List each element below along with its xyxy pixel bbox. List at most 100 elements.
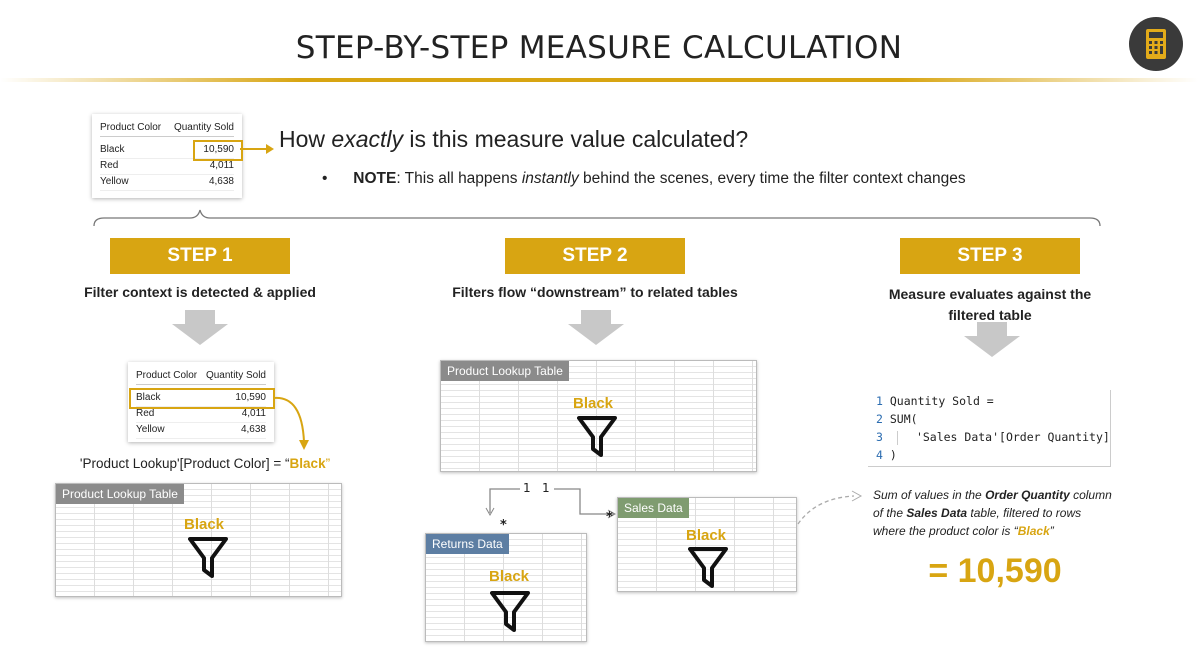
title: STEP-BY-STEP MEASURE CALCULATION bbox=[295, 30, 903, 66]
cell: Red bbox=[136, 408, 155, 419]
code-line: 4 ) bbox=[876, 448, 897, 462]
line-number: 4 bbox=[876, 448, 883, 462]
note: • NOTE: This all happens instantly behin… bbox=[322, 170, 966, 187]
row: Red 4,011 bbox=[100, 158, 234, 175]
filter-value: Black bbox=[289, 456, 326, 471]
code-text: 'Sales Data'[Order Quantity] bbox=[915, 430, 1110, 444]
code-line: 3 'Sales Data'[Order Quantity] bbox=[876, 430, 1110, 445]
arrow bbox=[240, 144, 274, 154]
text: ” bbox=[325, 456, 331, 471]
code-text: Quantity Sold = bbox=[889, 394, 994, 408]
column-header: Quantity Sold bbox=[205, 370, 266, 381]
column-header: Quantity Sold bbox=[173, 122, 234, 133]
filter-label: Black bbox=[686, 527, 727, 544]
intro-table: Product Color Quantity Sold Black 10,590 R… bbox=[92, 114, 242, 198]
cell: Yellow bbox=[136, 424, 165, 435]
title-rule bbox=[0, 78, 1198, 82]
result: = 10,590 bbox=[928, 552, 1062, 590]
arrow bbox=[273, 396, 309, 450]
filtered-table: Product Color Quantity Sold Black 10,590 R… bbox=[128, 362, 274, 442]
header-row: Product Color Quantity Sold bbox=[136, 368, 266, 385]
text: column of the bbox=[873, 488, 1112, 520]
step-badge: STEP 1 bbox=[110, 238, 290, 274]
table-screenshot: Product Lookup Table Black bbox=[440, 360, 757, 472]
table-title: Sales Data bbox=[618, 498, 689, 518]
column-header: Product Color bbox=[136, 370, 198, 381]
cell: 4,011 bbox=[241, 408, 266, 419]
question: How exactly is this measure value calcul… bbox=[279, 126, 748, 153]
cardinality: * bbox=[500, 518, 507, 533]
calculator-icon bbox=[1129, 17, 1183, 71]
text: How bbox=[279, 126, 332, 152]
step-caption: Filter context is detected & applied bbox=[84, 284, 316, 300]
cell: Black bbox=[136, 392, 161, 403]
down-arrow bbox=[568, 310, 624, 345]
table-title: Product Lookup Table bbox=[441, 361, 569, 381]
down-arrow bbox=[964, 322, 1020, 357]
table-screenshot: Returns Data Black bbox=[425, 533, 587, 642]
line-number: 2 bbox=[876, 412, 883, 426]
cell: 10,590 bbox=[203, 144, 234, 155]
text: : This all happens bbox=[396, 170, 522, 187]
highlight bbox=[129, 388, 275, 409]
step-caption: Filters flow “downstream” to related tab… bbox=[452, 284, 738, 300]
text: Sum of values in the bbox=[873, 488, 986, 502]
cardinality: 1 bbox=[542, 481, 550, 495]
line-number: 1 bbox=[876, 394, 883, 408]
code-text: ) bbox=[889, 448, 897, 462]
brace bbox=[93, 209, 1101, 227]
code-line: 2 SUM( bbox=[876, 412, 918, 426]
table-screenshot: Product Lookup Table Black bbox=[55, 483, 342, 597]
filter-icon bbox=[577, 416, 617, 457]
text: 'Product Lookup'[Product Color] = “ bbox=[79, 456, 290, 471]
filter-icon bbox=[188, 537, 228, 578]
note-label: NOTE bbox=[353, 170, 397, 187]
text: is this measure value calculated? bbox=[403, 126, 749, 152]
code-block: 1 Quantity Sold = 2 SUM( 3 'Sales Data'[O… bbox=[868, 390, 1111, 467]
step-badge: STEP 2 bbox=[505, 238, 685, 274]
step-badge: STEP 3 bbox=[900, 238, 1080, 274]
cell: 10,590 bbox=[235, 392, 266, 403]
cell: Red bbox=[100, 160, 119, 171]
header-row: Product Color Quantity Sold bbox=[100, 120, 234, 137]
row: Yellow 4,638 bbox=[136, 422, 266, 439]
text: ” bbox=[1049, 524, 1054, 538]
filter-icon bbox=[688, 547, 728, 588]
bold-text: Black bbox=[1017, 524, 1050, 538]
row: Black 10,590 bbox=[136, 390, 266, 407]
line-number: 3 bbox=[876, 430, 883, 444]
filter-icon bbox=[490, 591, 530, 632]
filter-label: Black bbox=[573, 395, 614, 412]
bold-text: Sales Data bbox=[906, 506, 968, 520]
description: Sum of values in the Order Quantity colu… bbox=[873, 486, 1113, 540]
filter-label: Black bbox=[489, 568, 530, 585]
table-title: Returns Data bbox=[426, 534, 509, 554]
filter-label: Black bbox=[184, 516, 225, 533]
table-title: Product Lookup Table bbox=[56, 484, 184, 504]
column-header: Product Color bbox=[100, 122, 162, 133]
highlight bbox=[193, 140, 243, 161]
dashed-arrow bbox=[797, 490, 863, 525]
row: Red 4,011 bbox=[136, 406, 266, 423]
row: Yellow 4,638 bbox=[100, 174, 234, 191]
bold-text: Order Quantity bbox=[985, 488, 1070, 502]
cell: Black bbox=[100, 144, 125, 155]
text: table, filtered to rows where the produc… bbox=[873, 506, 1082, 538]
code-text: SUM( bbox=[889, 412, 918, 426]
relationship-lines bbox=[485, 488, 617, 519]
down-arrow bbox=[172, 310, 228, 345]
row: Black 10,590 bbox=[100, 142, 234, 159]
cardinality: * bbox=[606, 510, 613, 525]
cell: 4,638 bbox=[240, 424, 266, 435]
table-screenshot: Sales Data Black bbox=[617, 497, 797, 592]
cell: 4,638 bbox=[208, 176, 234, 187]
code-line: 1 Quantity Sold = bbox=[876, 394, 994, 408]
cell: 4,011 bbox=[209, 160, 234, 171]
cardinality: 1 bbox=[523, 481, 531, 495]
emphasis: exactly bbox=[331, 126, 403, 152]
step-caption: Measure evaluates against the filtered t… bbox=[888, 286, 1092, 323]
cell: Yellow bbox=[100, 176, 129, 187]
emphasis: instantly bbox=[521, 170, 579, 187]
